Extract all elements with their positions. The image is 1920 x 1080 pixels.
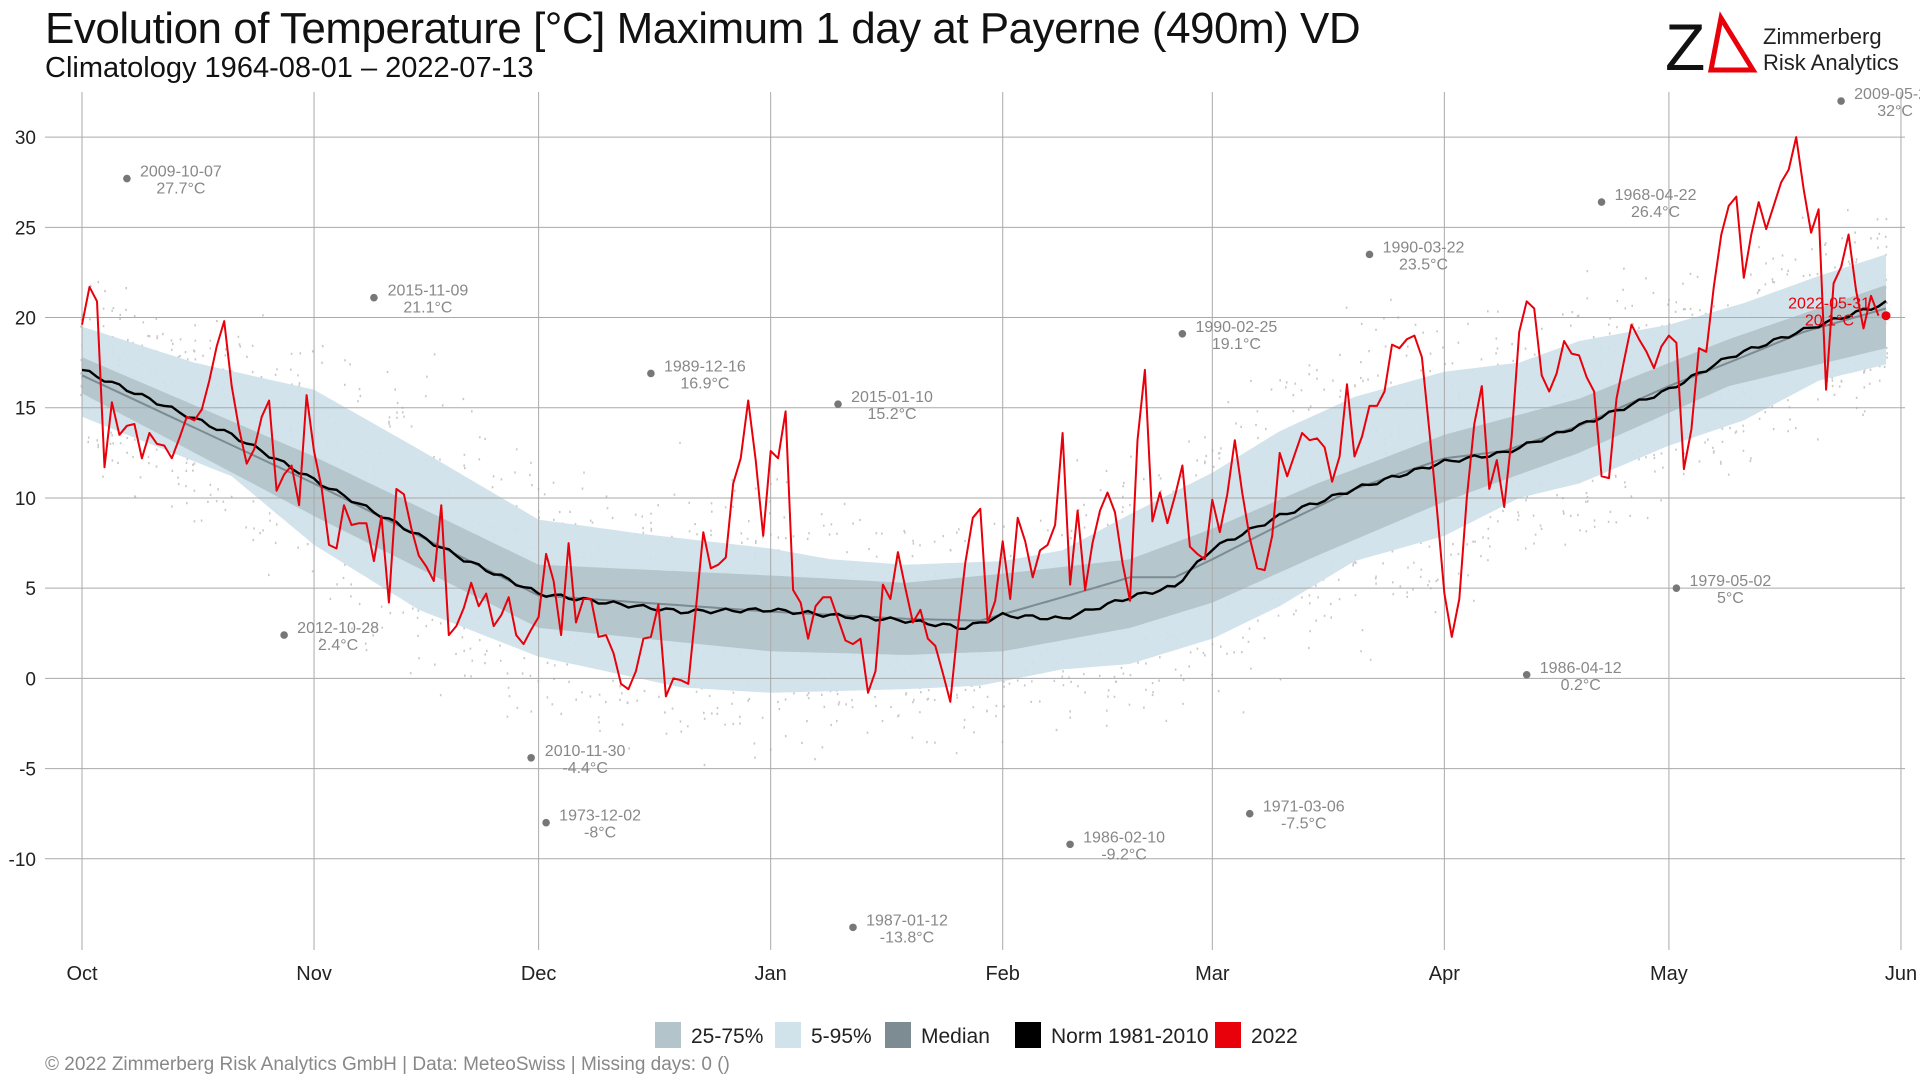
record-value-label: 5°C bbox=[1717, 590, 1744, 607]
legend: 25-75% 5-95% Median Norm 1981-2010 2022 bbox=[655, 1022, 1298, 1048]
record-value-label: -4.4°C bbox=[562, 760, 608, 777]
percentile-bands bbox=[82, 254, 1886, 693]
x-tick-label: Feb bbox=[985, 963, 1019, 985]
record-value-label: 19.1°C bbox=[1212, 336, 1261, 353]
y-tick-label: 5 bbox=[25, 579, 36, 600]
record-value-label: 16.9°C bbox=[680, 375, 729, 392]
y-tick-label: 20 bbox=[15, 309, 36, 330]
record-value-label: 26.4°C bbox=[1631, 204, 1680, 221]
record-point bbox=[1522, 670, 1531, 679]
record-point bbox=[527, 753, 535, 762]
record-date-label: 1986-02-10 bbox=[1083, 829, 1165, 846]
record-value-label: -9.2°C bbox=[1101, 846, 1147, 863]
record-value-label: 32°C bbox=[1877, 103, 1913, 120]
record-value-label: 27.7°C bbox=[156, 181, 205, 198]
record-value-label: 0.2°C bbox=[1561, 677, 1601, 694]
record-value-label: 21.1°C bbox=[403, 300, 452, 317]
x-tick-label: May bbox=[1650, 963, 1688, 985]
company-logo: Z Zimmerberg Risk Analytics bbox=[1663, 10, 1903, 78]
logo-text-line2: Risk Analytics bbox=[1763, 50, 1899, 75]
record-date-label: 2009-05-24 bbox=[1854, 86, 1920, 103]
record-value-label: 15.2°C bbox=[867, 406, 916, 423]
y-tick-label: 15 bbox=[15, 399, 36, 420]
legend-label-norm: Norm 1981-2010 bbox=[1051, 1025, 1209, 1048]
record-point bbox=[123, 174, 131, 183]
y-tick-label: -5 bbox=[19, 760, 36, 781]
legend-label-median: Median bbox=[921, 1025, 990, 1048]
za-logo-icon: Z bbox=[1665, 10, 1758, 78]
record-date-label: 1968-04-22 bbox=[1615, 187, 1697, 204]
record-value-label: 2.4°C bbox=[318, 637, 358, 654]
legend-label-line2022: 2022 bbox=[1251, 1025, 1298, 1048]
current-value-label: 20.1°C bbox=[1805, 313, 1854, 330]
record-date-label: 1990-02-25 bbox=[1195, 319, 1277, 336]
record-date-label: 2015-11-09 bbox=[388, 283, 469, 300]
y-tick-label: -10 bbox=[9, 850, 36, 871]
record-point bbox=[1365, 250, 1374, 259]
legend-swatch-line2022 bbox=[1215, 1022, 1241, 1048]
record-point bbox=[1672, 584, 1681, 592]
x-tick-label: Oct bbox=[66, 963, 98, 985]
y-tick-label: 25 bbox=[15, 218, 36, 239]
svg-text:Z: Z bbox=[1665, 10, 1705, 78]
x-tick-label: Mar bbox=[1195, 963, 1230, 985]
norm-1981-2010-line bbox=[81, 300, 1887, 630]
x-tick-label: Dec bbox=[521, 963, 557, 985]
record-point bbox=[280, 631, 288, 639]
record-point bbox=[542, 818, 550, 827]
legend-swatch-median bbox=[885, 1022, 911, 1048]
grid-lines bbox=[45, 92, 1905, 950]
legend-swatch-band2575 bbox=[655, 1022, 681, 1048]
x-tick-label: Jun bbox=[1885, 963, 1917, 985]
current-date-label: 2022-05-31 bbox=[1788, 296, 1870, 313]
record-date-label: 2015-01-10 bbox=[851, 389, 933, 406]
record-date-label: 1990-03-22 bbox=[1383, 239, 1465, 256]
chart-title: Evolution of Temperature [°C] Maximum 1 … bbox=[45, 4, 1361, 53]
footer-credits: © 2022 Zimmerberg Risk Analytics GmbH | … bbox=[45, 1054, 730, 1075]
x-tick-label: Apr bbox=[1429, 963, 1460, 985]
record-date-label: 1989-12-16 bbox=[664, 358, 746, 375]
series-2022-line bbox=[81, 136, 1880, 703]
record-date-label: 1971-03-06 bbox=[1263, 799, 1345, 816]
record-date-label: 1973-12-02 bbox=[559, 808, 641, 825]
axis-labels: 30 25 20 15 10 5 0 -5 -10 Oct Nov Dec Jan Feb Mar Apr Ma… bbox=[9, 128, 1918, 985]
series-2022-end-point bbox=[1881, 311, 1891, 321]
record-point bbox=[1066, 840, 1074, 849]
legend-label-band595: 5-95% bbox=[811, 1025, 872, 1048]
record-date-label: 2012-10-28 bbox=[297, 620, 379, 637]
record-date-label: 1979-05-02 bbox=[1689, 573, 1771, 590]
legend-label-band2575: 25-75% bbox=[691, 1025, 763, 1048]
y-tick-label: 10 bbox=[15, 489, 36, 510]
record-point bbox=[1597, 198, 1606, 206]
record-date-label: 2009-10-07 bbox=[140, 164, 222, 181]
record-point bbox=[1245, 809, 1254, 818]
record-date-label: 1987-01-12 bbox=[866, 912, 948, 929]
record-point bbox=[834, 400, 842, 408]
record-value-label: -13.8°C bbox=[880, 929, 934, 946]
series-lines bbox=[81, 136, 1891, 703]
record-point bbox=[849, 923, 857, 932]
band-25-75 bbox=[82, 285, 1886, 655]
chart-subtitle: Climatology 1964-08-01 – 2022-07-13 bbox=[45, 52, 534, 84]
y-tick-label: 0 bbox=[25, 669, 36, 690]
record-point bbox=[1837, 97, 1845, 105]
record-value-label: -7.5°C bbox=[1281, 816, 1327, 833]
y-tick-label: 30 bbox=[15, 128, 36, 149]
x-tick-label: Jan bbox=[755, 963, 787, 985]
record-date-label: 2010-11-30 bbox=[545, 743, 626, 760]
record-point bbox=[1178, 329, 1187, 338]
record-value-label: -8°C bbox=[584, 825, 616, 842]
record-value-label: 23.5°C bbox=[1399, 256, 1448, 273]
legend-swatch-band595 bbox=[775, 1022, 801, 1048]
record-point bbox=[647, 369, 655, 378]
legend-swatch-norm bbox=[1015, 1022, 1041, 1048]
logo-text-line1: Zimmerberg bbox=[1763, 24, 1882, 49]
x-tick-label: Nov bbox=[296, 963, 332, 985]
record-point bbox=[370, 293, 378, 302]
record-date-label: 1986-04-12 bbox=[1540, 660, 1622, 677]
